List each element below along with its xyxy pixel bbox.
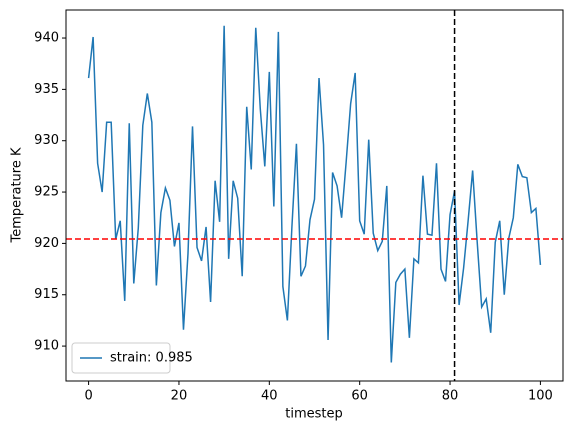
x-axis-label: timestep bbox=[285, 407, 343, 422]
plot-frame bbox=[65, 9, 564, 382]
line-series bbox=[87, 25, 542, 363]
y-tick-label: 920 bbox=[34, 236, 59, 251]
x-tick-label: 0 bbox=[84, 389, 92, 404]
x-tick-label: 80 bbox=[442, 389, 459, 404]
y-tick-label: 930 bbox=[34, 133, 59, 148]
x-tick-label: 40 bbox=[261, 389, 278, 404]
y-tick-label: 910 bbox=[34, 339, 59, 354]
y-axis-label: Temperature K bbox=[10, 147, 25, 243]
legend-label: strain: 0.985 bbox=[110, 351, 193, 366]
y-tick-label: 925 bbox=[34, 185, 59, 200]
legend-box bbox=[71, 342, 171, 374]
x-tick-label: 100 bbox=[528, 389, 553, 404]
x-tick-label: 20 bbox=[171, 389, 188, 404]
x-tick-label: 60 bbox=[351, 389, 368, 404]
y-tick-label: 935 bbox=[34, 82, 59, 97]
y-tick-label: 940 bbox=[34, 31, 59, 46]
y-tick-label: 915 bbox=[34, 287, 59, 302]
